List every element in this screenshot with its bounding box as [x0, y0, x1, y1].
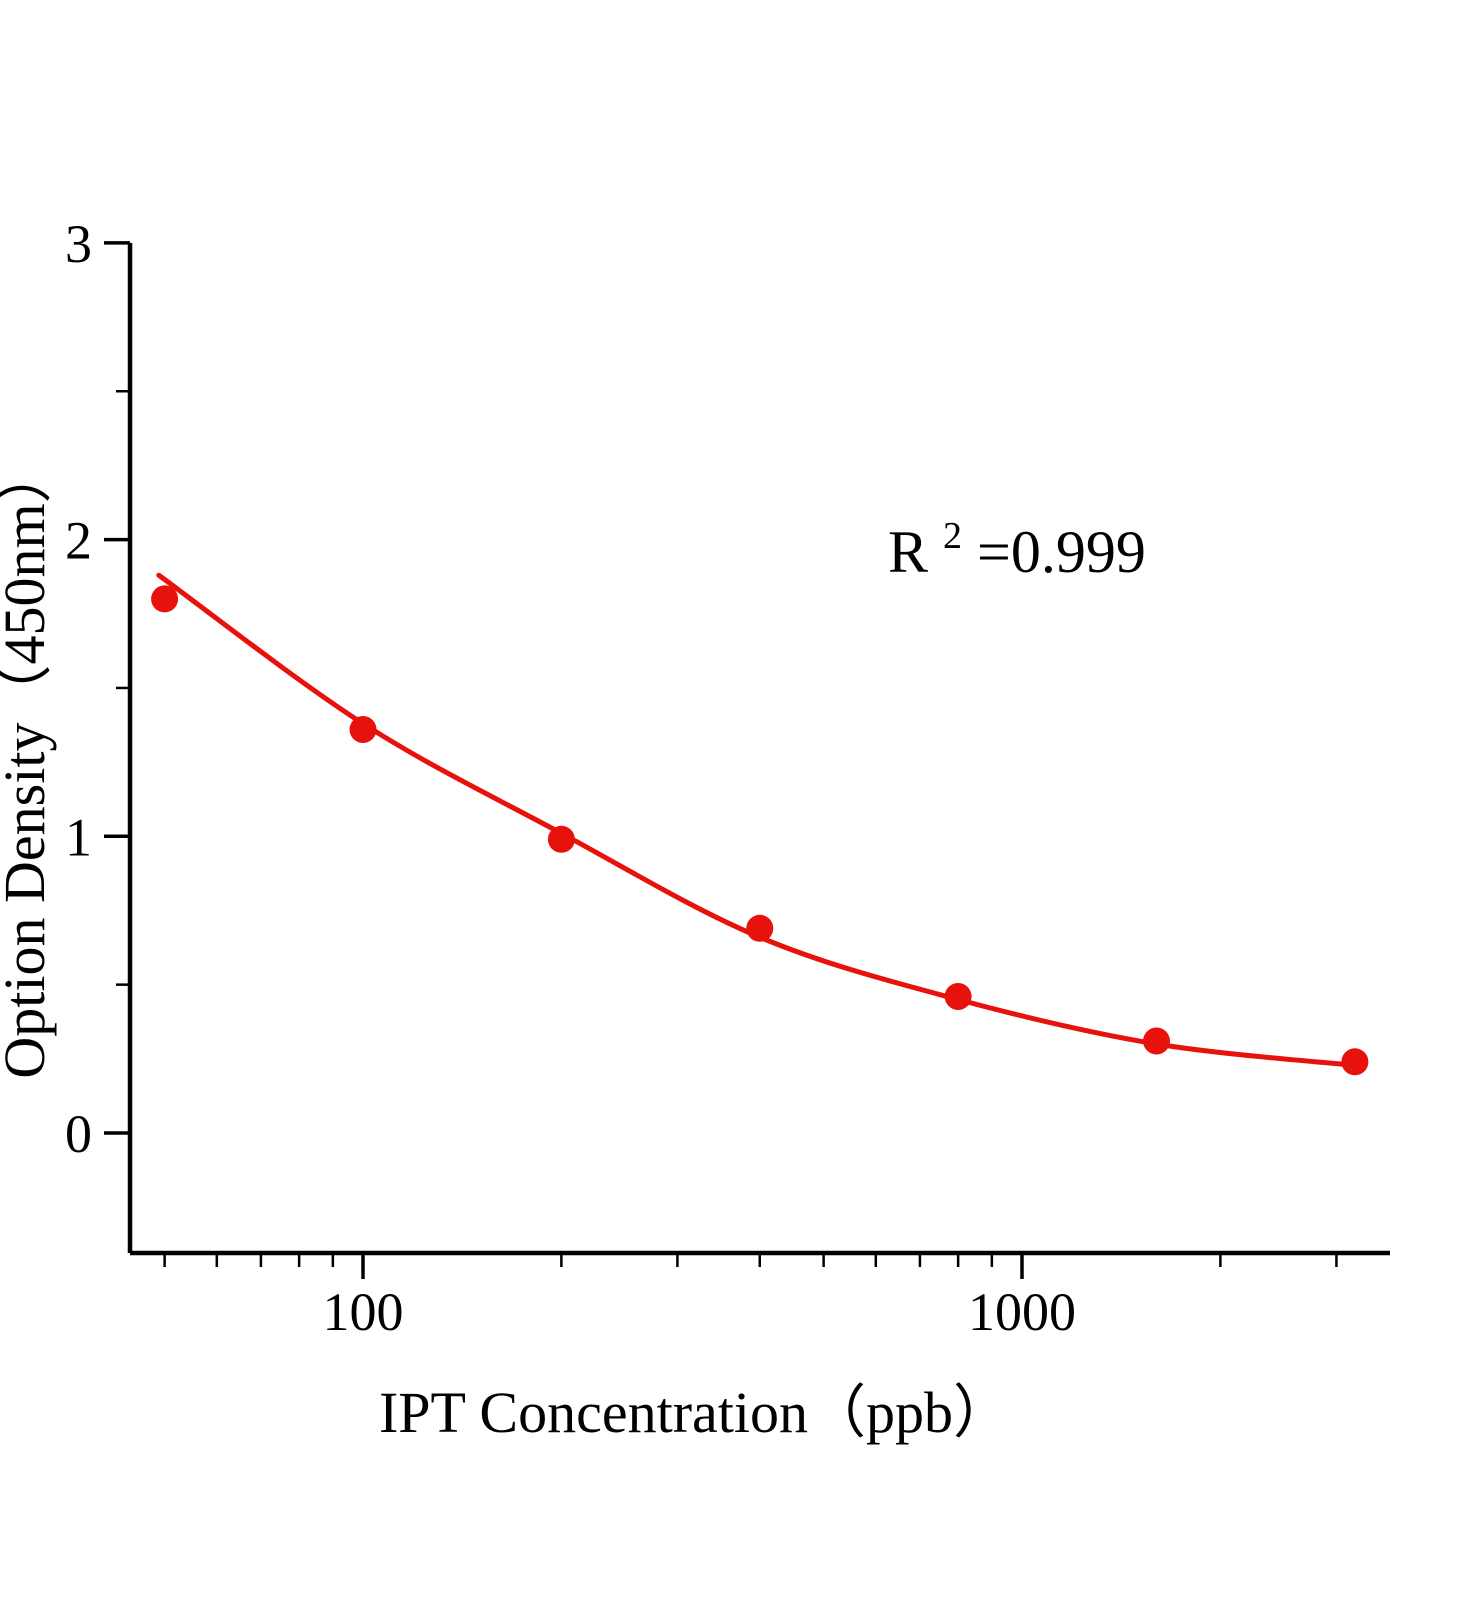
y-axis-title: Option Density（450nm） — [0, 445, 57, 1078]
data-point — [1143, 1027, 1170, 1055]
data-point — [151, 585, 179, 613]
r-squared-sup: 2 — [943, 515, 962, 557]
data-point — [547, 825, 575, 853]
y-tick-label: 1 — [65, 807, 92, 867]
data-point — [944, 983, 972, 1010]
y-tick-label: 3 — [65, 214, 92, 274]
x-axis-title: IPT Concentration（ppb） — [379, 1380, 1011, 1445]
r-squared-annotation: R 2 =0.999 — [888, 495, 1146, 585]
y-tick-label: 2 — [65, 511, 92, 571]
data-point — [349, 716, 377, 743]
r-squared-value: =0.999 — [977, 519, 1146, 585]
data-point — [746, 914, 774, 942]
x-tick-label: 1000 — [968, 1282, 1076, 1342]
r-squared-base: R — [888, 519, 928, 585]
y-axis-ticks: 0 1 2 3 — [65, 214, 130, 1164]
x-tick-label: 100 — [323, 1282, 404, 1342]
data-points-group — [151, 585, 1369, 1076]
x-axis-ticks: 100 1000 — [163, 1253, 1338, 1342]
y-tick-label: 0 — [65, 1104, 92, 1164]
fit-curve-group — [156, 572, 1367, 1069]
data-point — [1341, 1048, 1369, 1076]
fit-curve — [156, 572, 1367, 1069]
